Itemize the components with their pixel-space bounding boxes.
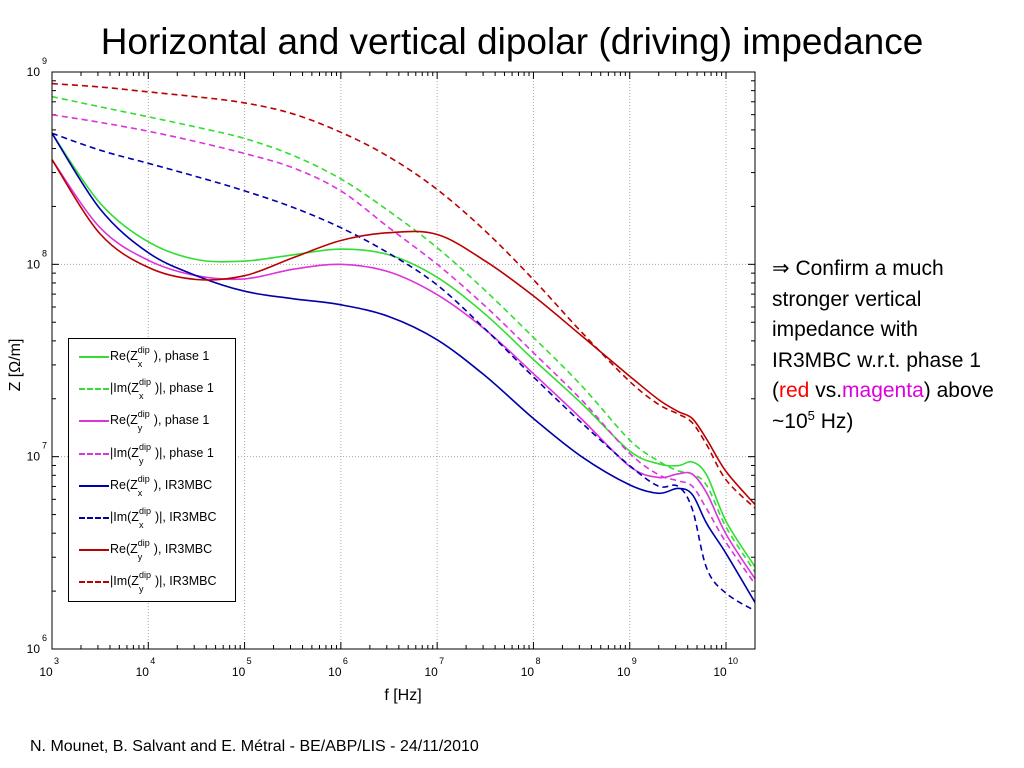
annotation-exponent: 5 [807, 407, 815, 423]
y-tick-exp: 7 [42, 441, 47, 451]
legend-swatch [79, 388, 109, 391]
legend-swatch [79, 581, 109, 584]
plot-frame [51, 71, 756, 650]
legend-label: Re(Z dip y), phase 1 [110, 409, 210, 434]
legend-item: Re(Z dip y), phase 1 [69, 409, 235, 443]
x-tick-label: 108 [521, 656, 541, 679]
arrow-glyph: ⇒ [772, 257, 790, 280]
x-tick-base: 10 [136, 665, 150, 679]
annotation-magenta-word: magenta [842, 379, 924, 402]
legend-item: |Im(Z dip y)|, phase 1 [69, 441, 235, 476]
y-tick-label: 108 [27, 248, 47, 271]
x-tick-base: 10 [617, 665, 631, 679]
legend-label: |Im(Z dip x)|, phase 1 [110, 377, 214, 402]
legend-item: |Im(Z dip x)|, IR3MBC [69, 506, 235, 540]
annotation-vs: vs. [809, 379, 843, 402]
series-line-5 [51, 132, 756, 603]
x-tick-exp: 7 [439, 656, 444, 666]
minor-ticks [51, 71, 756, 650]
series-lines [51, 82, 756, 612]
legend-label: Re(Z dip x), phase 1 [110, 345, 210, 369]
legend-item: Re(Z dip x), IR3MBC [69, 473, 235, 508]
x-tick-base: 10 [521, 665, 535, 679]
legend-item: |Im(Z dip x)|, phase 1 [69, 377, 235, 411]
annotation-text: ⇒ Confirm a much stronger vertical imped… [772, 254, 1002, 437]
x-tick-exp: 4 [150, 656, 155, 666]
x-tick-base: 10 [39, 665, 53, 679]
x-tick-exp: 3 [54, 656, 59, 666]
x-tick-label: 109 [617, 656, 637, 679]
y-tick-exp: 8 [42, 248, 47, 258]
annotation-red-word: red [779, 379, 810, 402]
x-axis-label: f [Hz] [384, 687, 421, 704]
legend-swatch [79, 484, 109, 487]
legend-swatch [79, 420, 109, 423]
x-tick-exp: 9 [632, 656, 637, 666]
x-tick-exp: 10 [728, 656, 738, 666]
series-line-4 [51, 113, 756, 585]
legend-label: Re(Z dip y), IR3MBC [110, 538, 213, 563]
x-tick-label: 104 [136, 656, 156, 679]
x-tick-label: 105 [232, 656, 252, 679]
series-line-8 [51, 82, 756, 509]
x-tick-label: 106 [328, 656, 348, 679]
legend-swatch [79, 356, 109, 358]
y-tick-exp: 9 [42, 56, 47, 66]
x-tick-base: 10 [424, 665, 438, 679]
legend-item: Re(Z dip x), phase 1 [69, 345, 235, 379]
legend-item: Re(Z dip y), IR3MBC [69, 538, 235, 572]
x-tick-base: 10 [713, 665, 727, 679]
y-tick-label: 109 [27, 56, 47, 79]
x-tick-base: 10 [232, 665, 246, 679]
x-tick-exp: 5 [247, 656, 252, 666]
x-tick-exp: 8 [535, 656, 540, 666]
slide-title: Horizontal and vertical dipolar (driving… [100, 21, 924, 62]
y-tick-base: 10 [27, 257, 41, 271]
x-tick-exp: 6 [343, 656, 348, 666]
y-tick-label: 106 [27, 633, 47, 656]
x-tick-label: 107 [424, 656, 444, 679]
y-tick-base: 10 [27, 450, 41, 464]
legend-label: |Im(Z dip y)|, phase 1 [110, 441, 214, 466]
annotation-part-3: Hz) [814, 409, 854, 433]
legend-item: |Im(Z dip y)|, IR3MBC [69, 570, 235, 604]
legend-label: Re(Z dip x), IR3MBC [110, 473, 213, 498]
annotation-part-2: ) above ~10 [772, 379, 994, 433]
x-tick-base: 10 [328, 665, 342, 679]
series-line-7 [51, 159, 756, 505]
legend-label: |Im(Z dip x)|, IR3MBC [110, 506, 217, 530]
series-line-1 [51, 132, 756, 568]
series-line-6 [51, 132, 756, 612]
chart-legend: Re(Z dip x), phase 1 |Im(Z dip x)|, phase 1 Re… [68, 338, 236, 602]
legend-label: |Im(Z dip y)|, IR3MBC [110, 570, 217, 595]
y-tick-label: 107 [27, 441, 47, 464]
y-tick-exp: 6 [42, 633, 47, 643]
footer-credit: N. Mounet, B. Salvant and E. Métral - BE… [30, 738, 479, 755]
legend-swatch [79, 452, 109, 455]
y-axis-label: Z [Ω/m] [7, 339, 24, 392]
legend-swatch [79, 549, 109, 552]
annotation-part-1: Confirm a much stronger vertical impedan… [772, 257, 981, 402]
y-tick-base: 10 [27, 65, 41, 79]
x-tick-label: 103 [39, 656, 59, 679]
y-tick-base: 10 [27, 642, 41, 656]
legend-swatch [79, 517, 109, 519]
